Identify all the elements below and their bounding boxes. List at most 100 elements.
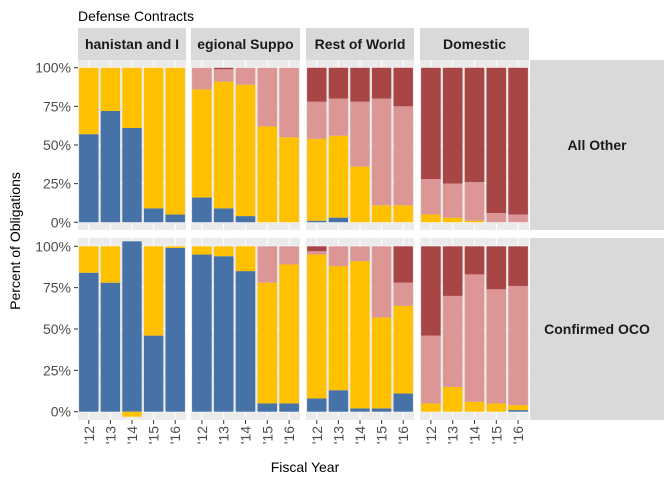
x-axis-title: Fiscal Year (271, 459, 340, 475)
bar-segment (442, 295, 463, 387)
bar-segment (213, 246, 234, 257)
bar-segment (464, 246, 485, 275)
bar-segment (508, 285, 528, 406)
bar-segment (371, 67, 392, 99)
bar-segment (257, 246, 278, 283)
bar-segment (79, 67, 99, 135)
bar-segment (143, 335, 164, 412)
bar-segment (421, 67, 441, 179)
x-tick-label: '12 (194, 426, 210, 444)
bar-segment (350, 67, 370, 102)
x-tick-label: '14 (352, 426, 368, 444)
bar-segment (486, 403, 507, 412)
bar-segment (165, 246, 185, 248)
x-tick-label: '14 (467, 426, 483, 444)
bar-segment (508, 405, 528, 411)
bar-segment (213, 256, 234, 412)
bar-segment (393, 246, 413, 283)
bar-segment (213, 208, 234, 223)
bar-segment (328, 390, 349, 412)
bar-segment (508, 67, 528, 215)
facet-panel (306, 60, 414, 230)
bar-segment (192, 197, 212, 223)
bar-segment (421, 214, 441, 223)
x-tick-label: '16 (281, 426, 297, 444)
bar-segment (350, 166, 370, 223)
y-tick-label: 0% (51, 214, 71, 230)
x-tick-label: '15 (259, 426, 275, 444)
bar-segment (257, 126, 278, 223)
bar-segment (165, 214, 185, 223)
bar-segment (442, 386, 463, 412)
bar-segment (442, 246, 463, 296)
bar-segment (213, 69, 234, 82)
bar-segment (165, 247, 185, 412)
bar-segment (192, 89, 212, 198)
bar-segment (122, 411, 142, 417)
bar-segment (307, 251, 327, 255)
bar-segment (328, 67, 349, 99)
bar-segment (350, 101, 370, 167)
bar-segment (235, 67, 256, 85)
bar-segment (464, 274, 485, 402)
x-tick-label: '13 (216, 426, 232, 444)
x-tick-label: '16 (167, 426, 183, 444)
x-tick-label: '15 (146, 426, 162, 444)
bar-segment (307, 246, 327, 252)
bar-segment (235, 84, 256, 217)
bar-segment (279, 264, 299, 404)
bar-segment (421, 335, 441, 404)
bar-segment (371, 98, 392, 206)
bar-segment (192, 246, 212, 255)
bar-segment (307, 67, 327, 102)
x-tick-label: '12 (423, 426, 439, 444)
bar-segment (307, 398, 327, 412)
strip-background (78, 28, 186, 60)
row-strip-background (530, 238, 664, 420)
column-strip-label: hanistan and I (85, 36, 179, 52)
bar-segment (371, 408, 392, 412)
bar-segment (442, 217, 463, 223)
y-tick-label: 75% (43, 280, 71, 296)
y-tick-label: 100% (35, 238, 71, 254)
bar-segment (508, 410, 528, 412)
y-tick-label: 25% (43, 176, 71, 192)
y-tick-label: 25% (43, 362, 71, 378)
bar-segment (122, 67, 142, 128)
bar-segment (192, 254, 212, 412)
bar-segment (464, 67, 485, 183)
bar-segment (100, 246, 121, 283)
column-strip-label: Domestic (443, 36, 506, 52)
x-tick-label: '15 (488, 426, 504, 444)
y-tick-label: 50% (43, 137, 71, 153)
facet-panel: '12 '13 '14 '15 '16 (306, 238, 414, 444)
bar-segment (442, 183, 463, 218)
x-tick-label: '16 (510, 426, 526, 444)
bar-segment (464, 182, 485, 221)
bar-segment (235, 246, 256, 272)
bar-segment (421, 179, 441, 215)
bar-segment (257, 403, 278, 412)
y-tick-label: 0% (51, 404, 71, 420)
bar-segment (486, 67, 507, 214)
bar-segment (235, 216, 256, 223)
bar-segment (442, 67, 463, 184)
x-tick-label: '12 (309, 426, 325, 444)
bar-segment (100, 67, 121, 111)
bar-segment (213, 81, 234, 209)
bar-segment (213, 67, 234, 70)
strip-background (306, 28, 414, 60)
column-strip: egional Suppo (191, 28, 300, 60)
bar-segment (122, 128, 142, 223)
y-axis-title: Percent of Obligations (7, 172, 23, 310)
x-tick-label: '14 (238, 426, 254, 444)
bar-segment (486, 289, 507, 404)
column-strip-label: egional Suppo (197, 36, 293, 52)
bar-segment (279, 246, 299, 265)
bar-segment (350, 408, 370, 412)
bar-segment (143, 208, 164, 223)
bar-segment (350, 261, 370, 409)
facet-panel (191, 60, 300, 230)
